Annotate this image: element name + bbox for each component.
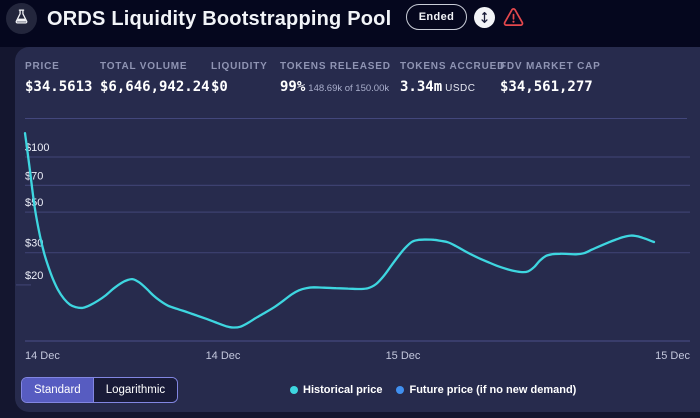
page-title: ORDS Liquidity Bootstrapping Pool <box>47 8 392 30</box>
legend-item-historical[interactable]: Historical price <box>290 384 382 396</box>
y-axis-tick: $20 <box>25 270 43 282</box>
legend-label: Historical price <box>303 384 383 396</box>
stat-label: PRICE <box>25 61 60 72</box>
token-avatar <box>6 3 37 34</box>
stat-value: $34,561,277 <box>500 79 593 95</box>
x-axis-tick: 14 Dec <box>25 350 60 362</box>
stat-label: TOKENS RELEASED <box>280 61 391 72</box>
historical-price-dot-icon <box>290 386 298 394</box>
stat-price: PRICE $34.5613 <box>25 61 92 95</box>
header: ORDS Liquidity Bootstrapping Pool Ended <box>0 0 700 47</box>
legend-item-future[interactable]: Future price (if no new demand) <box>396 384 576 396</box>
stat-sub-detail: 148.69k of 150.00k <box>308 83 390 94</box>
pool-card: PRICE $34.5613 TOTAL VOLUME $6,646,942.2… <box>15 47 700 412</box>
historical-price-line[interactable] <box>23 131 656 329</box>
warning-icon[interactable] <box>502 6 525 29</box>
stat-label: TOKENS ACCRUED <box>400 61 506 72</box>
stats-divider <box>25 118 687 119</box>
legend-label: Future price (if no new demand) <box>409 384 577 396</box>
stat-value: $34.5613 <box>25 79 93 95</box>
stat-sub-detail: USDC <box>445 83 476 94</box>
stat-label: TOTAL VOLUME <box>100 61 188 72</box>
chart-legend: Historical price Future price (if no new… <box>290 384 576 396</box>
y-axis-tick: $100 <box>25 142 49 154</box>
status-badge[interactable]: Ended <box>406 4 467 30</box>
download-icon[interactable] <box>474 7 495 28</box>
stat-tokens-released: TOKENS RELEASED 99% 148.69k of 150.00k <box>280 61 391 95</box>
y-axis-tick: $30 <box>25 238 43 250</box>
y-axis-tick: $70 <box>25 170 43 182</box>
stat-liquidity: LIQUIDITY $0 <box>211 61 268 95</box>
scale-option-standard[interactable]: Standard <box>22 378 93 402</box>
stat-tokens-accrued: TOKENS ACCRUED 3.34m USDC <box>400 61 505 95</box>
stat-total-volume: TOTAL VOLUME $6,646,942.24 <box>100 61 210 95</box>
stat-value: $0 <box>211 79 228 95</box>
stat-value: 99% 148.69k of 150.00k <box>280 79 390 95</box>
x-axis-tick: 15 Dec <box>655 350 690 362</box>
stat-value: 3.34m USDC <box>400 79 476 95</box>
x-axis-tick: 15 Dec <box>386 350 421 362</box>
stat-fdv-market-cap: FDV MARKET CAP $34,561,277 <box>500 61 601 95</box>
flask-icon <box>13 8 30 30</box>
future-price-dot-icon <box>396 386 405 394</box>
stat-label: FDV MARKET CAP <box>500 61 601 72</box>
x-axis-tick: 14 Dec <box>206 350 241 362</box>
scale-toggle: Standard Logarithmic <box>21 377 179 403</box>
stat-value: $6,646,942.24 <box>100 79 210 95</box>
scale-option-logarithmic[interactable]: Logarithmic <box>92 378 178 402</box>
stat-label: LIQUIDITY <box>211 61 268 72</box>
